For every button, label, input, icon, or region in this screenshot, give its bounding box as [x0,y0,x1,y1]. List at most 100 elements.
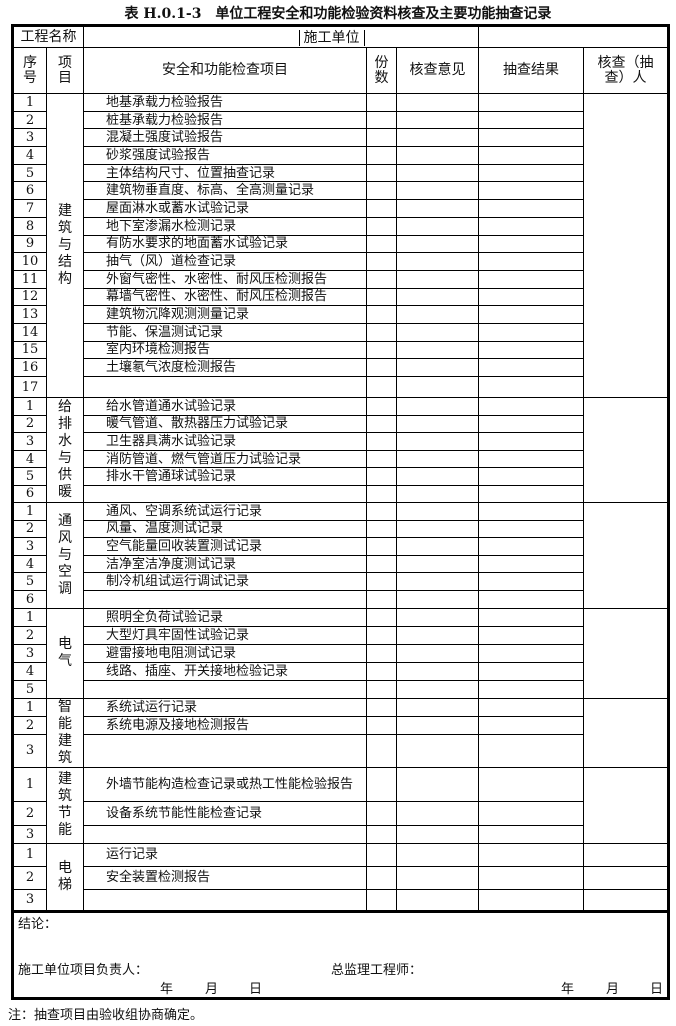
spot-result-cell[interactable] [478,484,584,503]
review-opinion-cell[interactable] [396,800,479,826]
review-opinion-cell[interactable] [396,824,479,844]
review-opinion-cell[interactable] [396,607,479,627]
spot-result-cell[interactable] [478,607,584,627]
reviewer-cell[interactable] [583,766,669,844]
copies-cell[interactable] [366,376,397,398]
review-opinion-cell[interactable] [396,376,479,398]
spot-result-cell[interactable] [478,252,584,271]
spot-result-cell[interactable] [478,432,584,451]
spot-result-cell[interactable] [478,163,584,183]
spot-result-cell[interactable] [478,376,584,398]
copies-cell[interactable] [366,128,397,148]
copies-cell[interactable] [366,842,397,867]
spot-result-cell[interactable] [478,93,584,112]
copies-cell[interactable] [366,146,397,165]
spot-result-cell[interactable] [478,733,584,768]
review-opinion-cell[interactable] [396,519,479,539]
contractor-field[interactable] [478,25,669,48]
review-opinion-cell[interactable] [396,679,479,699]
review-opinion-cell[interactable] [396,305,479,324]
review-opinion-cell[interactable] [396,733,479,768]
copies-cell[interactable] [366,766,397,802]
spot-result-cell[interactable] [478,234,584,254]
review-opinion-cell[interactable] [396,287,479,307]
copies-cell[interactable] [366,519,397,539]
reviewer-cell[interactable] [583,697,669,768]
review-opinion-cell[interactable] [396,322,479,342]
spot-result-cell[interactable] [478,397,584,416]
spot-result-cell[interactable] [478,199,584,218]
spot-result-cell[interactable] [478,216,584,236]
spot-result-cell[interactable] [478,766,584,802]
review-opinion-cell[interactable] [396,181,479,201]
spot-result-cell[interactable] [478,467,584,486]
spot-result-cell[interactable] [478,322,584,342]
review-opinion-cell[interactable] [396,572,479,591]
review-opinion-cell[interactable] [396,625,479,645]
review-opinion-cell[interactable] [396,643,479,663]
spot-result-cell[interactable] [478,554,584,574]
copies-cell[interactable] [366,824,397,844]
copies-cell[interactable] [366,199,397,218]
copies-cell[interactable] [366,501,397,521]
spot-result-cell[interactable] [478,625,584,645]
copies-cell[interactable] [366,484,397,503]
copies-cell[interactable] [366,467,397,486]
review-opinion-cell[interactable] [396,340,479,360]
reviewer-cell[interactable] [583,93,669,398]
review-opinion-cell[interactable] [396,865,479,890]
review-opinion-cell[interactable] [396,589,479,609]
spot-result-cell[interactable] [478,305,584,324]
review-opinion-cell[interactable] [396,842,479,867]
reviewer-cell[interactable] [583,865,669,890]
copies-cell[interactable] [366,800,397,826]
review-opinion-cell[interactable] [396,128,479,148]
spot-result-cell[interactable] [478,589,584,609]
spot-result-cell[interactable] [478,146,584,165]
copies-cell[interactable] [366,358,397,377]
review-opinion-cell[interactable] [396,252,479,271]
review-opinion-cell[interactable] [396,397,479,416]
reviewer-cell[interactable] [583,397,669,503]
spot-result-cell[interactable] [478,181,584,201]
copies-cell[interactable] [366,589,397,609]
copies-cell[interactable] [366,572,397,591]
review-opinion-cell[interactable] [396,199,479,218]
copies-cell[interactable] [366,715,397,735]
copies-cell[interactable] [366,340,397,360]
review-opinion-cell[interactable] [396,110,479,130]
review-opinion-cell[interactable] [396,766,479,802]
review-opinion-cell[interactable] [396,163,479,183]
copies-cell[interactable] [366,163,397,183]
spot-result-cell[interactable] [478,697,584,717]
spot-result-cell[interactable] [478,572,584,591]
review-opinion-cell[interactable] [396,661,479,681]
copies-cell[interactable] [366,216,397,236]
review-opinion-cell[interactable] [396,449,479,469]
copies-cell[interactable] [366,181,397,201]
copies-cell[interactable] [366,607,397,627]
review-opinion-cell[interactable] [396,501,479,521]
spot-result-cell[interactable] [478,715,584,735]
spot-result-cell[interactable] [478,537,584,556]
spot-result-cell[interactable] [478,449,584,469]
copies-cell[interactable] [366,643,397,663]
copies-cell[interactable] [366,414,397,434]
review-opinion-cell[interactable] [396,432,479,451]
reviewer-cell[interactable] [583,842,669,867]
spot-result-cell[interactable] [478,287,584,307]
copies-cell[interactable] [366,397,397,416]
spot-result-cell[interactable] [478,269,584,289]
spot-result-cell[interactable] [478,865,584,890]
spot-result-cell[interactable] [478,414,584,434]
review-opinion-cell[interactable] [396,484,479,503]
reviewer-cell[interactable] [583,501,669,609]
copies-cell[interactable] [366,865,397,890]
copies-cell[interactable] [366,110,397,130]
review-opinion-cell[interactable] [396,146,479,165]
copies-cell[interactable] [366,287,397,307]
review-opinion-cell[interactable] [396,554,479,574]
reviewer-cell[interactable] [583,607,669,699]
copies-cell[interactable] [366,269,397,289]
review-opinion-cell[interactable] [396,358,479,377]
